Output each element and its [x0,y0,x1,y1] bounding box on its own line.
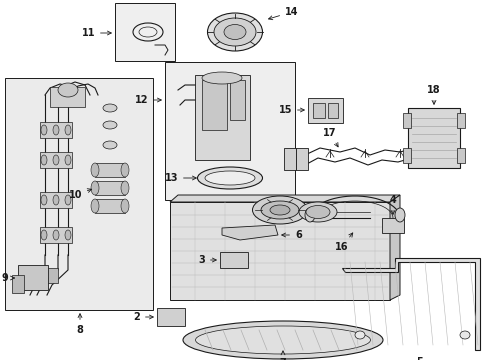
Ellipse shape [121,199,129,213]
Bar [5,78,153,310]
Ellipse shape [121,181,129,195]
Ellipse shape [195,326,370,354]
Polygon shape [341,258,479,350]
Ellipse shape [305,208,314,222]
Bar [229,80,244,120]
Polygon shape [389,195,399,300]
Ellipse shape [65,155,71,165]
Bar [157,308,184,326]
Ellipse shape [65,195,71,205]
Text: 3: 3 [198,255,216,265]
Ellipse shape [91,163,99,177]
Bar [95,181,125,195]
Bar [95,163,125,177]
Ellipse shape [207,13,262,51]
Text: 8: 8 [77,314,83,335]
Ellipse shape [202,72,242,84]
Bar [307,98,342,123]
Text: 15: 15 [278,105,304,115]
Ellipse shape [53,230,59,240]
Bar [115,3,175,61]
Bar [195,75,249,160]
Ellipse shape [41,195,47,205]
Ellipse shape [269,205,289,215]
Text: 6: 6 [281,230,301,240]
Text: 17: 17 [323,128,337,147]
Text: 9: 9 [1,273,14,283]
Bar [312,103,325,118]
Text: 18: 18 [427,85,440,104]
Ellipse shape [197,167,262,189]
Bar [95,199,125,213]
Text: 2: 2 [133,312,153,322]
Text: 13: 13 [164,173,196,183]
Ellipse shape [103,121,117,129]
Bar [48,268,58,283]
Text: 10: 10 [68,189,91,200]
Ellipse shape [224,24,245,40]
Ellipse shape [65,230,71,240]
Ellipse shape [103,104,117,112]
Ellipse shape [41,155,47,165]
Ellipse shape [103,141,117,149]
Bar [402,113,410,128]
Text: 11: 11 [81,28,111,38]
Bar [12,275,24,293]
Bar [40,227,72,243]
Ellipse shape [252,196,307,224]
Ellipse shape [41,230,47,240]
Bar [295,148,307,170]
Ellipse shape [65,125,71,135]
Text: 5: 5 [416,357,423,360]
Ellipse shape [91,181,99,195]
Bar [40,192,72,208]
Text: 4: 4 [389,195,396,214]
Bar [456,148,464,163]
Bar [18,265,48,290]
Text: 14: 14 [268,7,298,20]
Polygon shape [170,195,399,202]
Ellipse shape [91,199,99,213]
Ellipse shape [298,202,336,222]
Polygon shape [170,202,389,300]
Ellipse shape [204,171,254,185]
Bar [407,108,459,168]
Ellipse shape [53,155,59,165]
Ellipse shape [354,331,364,339]
Bar [284,148,295,170]
Ellipse shape [58,83,78,97]
Ellipse shape [261,201,298,219]
Ellipse shape [305,206,329,219]
Text: 16: 16 [335,233,352,252]
Ellipse shape [459,331,469,339]
Bar [220,252,247,268]
Ellipse shape [394,208,404,222]
Bar [456,113,464,128]
Text: 7: 7 [279,351,286,360]
Bar [40,122,72,138]
Ellipse shape [41,125,47,135]
Ellipse shape [121,163,129,177]
Ellipse shape [214,18,256,46]
Ellipse shape [183,321,382,359]
Ellipse shape [53,125,59,135]
Bar [202,80,226,130]
Bar [164,62,294,200]
Bar [381,218,403,233]
Text: 12: 12 [134,95,161,105]
Bar [327,103,337,118]
Bar [50,87,85,107]
Ellipse shape [53,195,59,205]
Bar [40,152,72,168]
Bar [402,148,410,163]
Polygon shape [222,225,278,240]
